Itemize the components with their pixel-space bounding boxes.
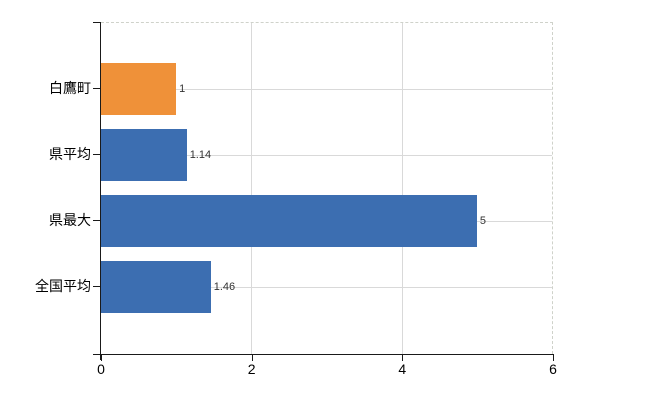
bar-row-pref-max: 5 xyxy=(101,195,552,247)
y-axis-tick xyxy=(93,286,101,287)
x-tick-label: 0 xyxy=(97,361,105,377)
bar-national-average xyxy=(101,261,211,313)
vertical-gridline xyxy=(401,23,403,354)
category-label-national-average: 全国平均 xyxy=(35,278,91,294)
horizontal-gridline xyxy=(101,155,552,156)
horizontal-gridline xyxy=(101,89,552,90)
y-axis-end-tick xyxy=(93,22,101,23)
x-axis-tick xyxy=(101,354,102,361)
x-axis-tick xyxy=(402,354,404,361)
bar-pref-max xyxy=(101,195,477,247)
y-axis-tick xyxy=(93,220,101,221)
plot-area: 1 1.14 5 1.46 xyxy=(101,22,553,354)
bar-value-label: 1 xyxy=(179,82,186,95)
y-axis-line xyxy=(100,22,101,360)
bar-pref-average xyxy=(101,129,187,181)
vertical-gridline xyxy=(251,23,253,354)
bar-row-shirataka: 1 xyxy=(101,63,552,115)
y-axis-tick xyxy=(93,88,101,89)
bar-row-national-average: 1.46 xyxy=(101,261,552,313)
category-label-shirataka: 白鷹町 xyxy=(49,80,91,96)
category-label-pref-average: 県平均 xyxy=(49,146,91,162)
x-axis-tick xyxy=(553,354,554,361)
x-tick-label: 4 xyxy=(398,361,407,377)
y-axis-tick xyxy=(93,154,101,155)
bar-shirataka xyxy=(101,63,177,115)
bar-value-label: 5 xyxy=(479,214,486,227)
bar-row-pref-average: 1.14 xyxy=(101,129,552,181)
x-tick-label: 6 xyxy=(549,361,557,377)
horizontal-gridline xyxy=(101,287,552,288)
bar-value-label: 1.46 xyxy=(213,280,236,293)
bar-value-label: 1.14 xyxy=(189,148,212,161)
x-tick-label: 2 xyxy=(247,361,256,377)
x-axis-tick xyxy=(251,354,253,361)
x-axis-line xyxy=(93,354,553,355)
category-label-pref-max: 県最大 xyxy=(49,212,91,228)
